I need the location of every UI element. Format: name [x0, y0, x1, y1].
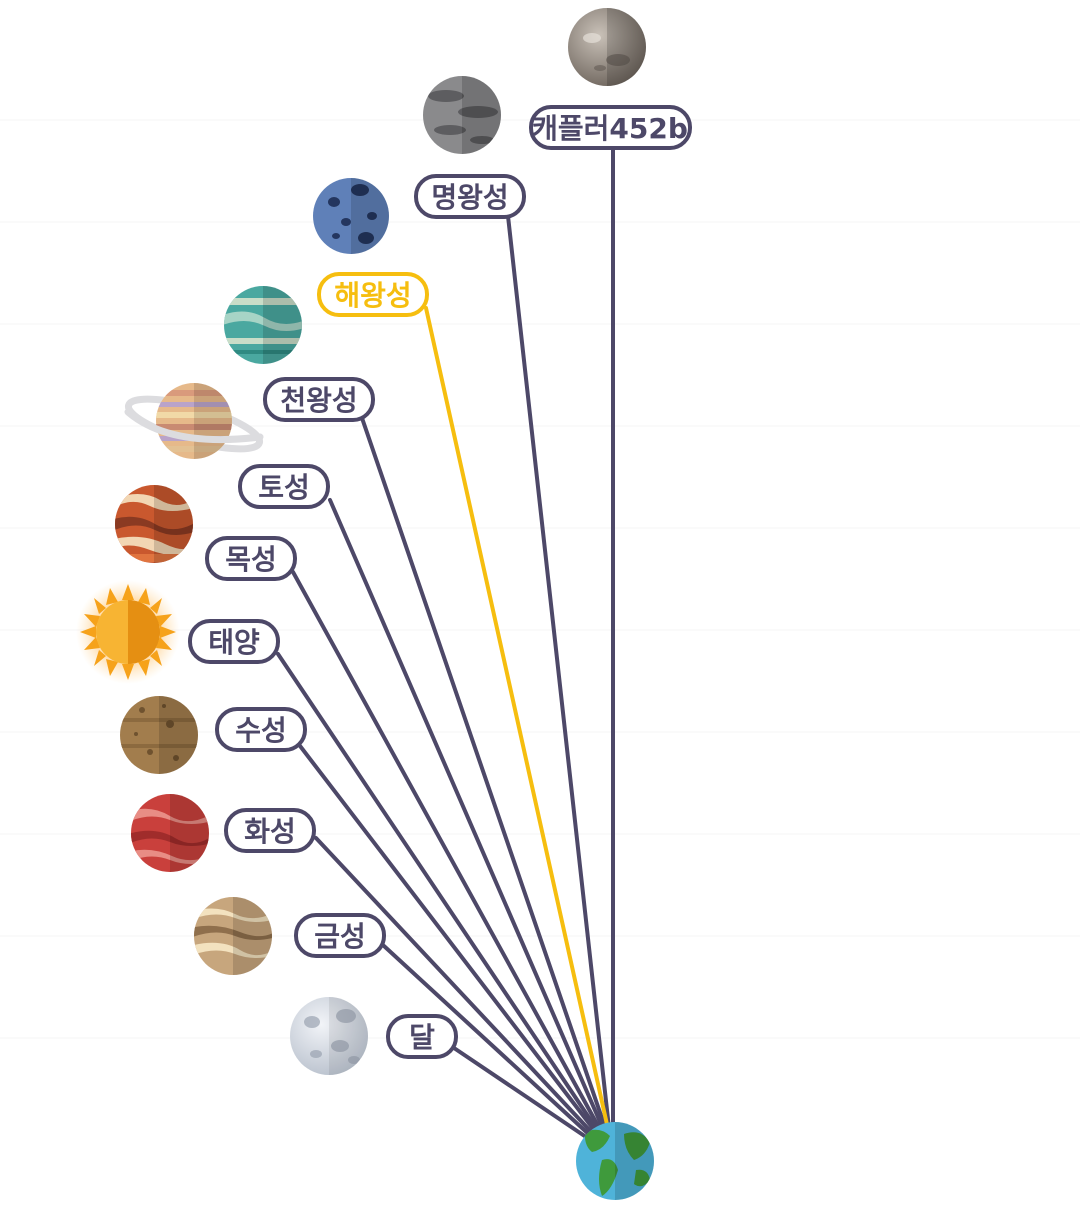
connector-sun — [276, 652, 602, 1136]
neptune-icon — [313, 178, 389, 254]
connector-saturn — [328, 498, 606, 1133]
connector-venus — [382, 944, 596, 1141]
kepler452b-icon — [568, 8, 646, 86]
connector-uranus — [360, 416, 608, 1132]
background-guides — [0, 119, 1080, 1039]
label-text-neptune: 해왕성 — [334, 279, 411, 312]
label-text-saturn: 토성 — [258, 471, 310, 504]
mars-icon — [131, 794, 209, 872]
label-sun: 태양 — [188, 619, 280, 664]
label-text-kepler: 캐플러452b — [532, 112, 688, 145]
label-text-pluto: 명왕성 — [431, 181, 508, 214]
uranus-icon — [224, 286, 302, 364]
connector-lines — [276, 146, 615, 1143]
connector-mercury — [295, 740, 600, 1137]
connector-mars — [314, 836, 598, 1139]
label-text-mars: 화성 — [244, 815, 296, 848]
label-text-jupiter: 목성 — [225, 543, 277, 576]
venus-icon — [194, 897, 272, 975]
label-uranus: 천왕성 — [263, 377, 375, 422]
label-text-venus: 금성 — [314, 920, 366, 953]
saturn-icon — [124, 383, 264, 459]
label-moon: 달 — [386, 1014, 458, 1059]
label-text-sun: 태양 — [208, 626, 260, 659]
label-mars: 화성 — [224, 808, 316, 853]
connector-pluto — [506, 214, 611, 1130]
label-pluto: 명왕성 — [414, 174, 526, 219]
connector-neptune — [424, 306, 610, 1131]
label-kepler: 캐플러452b — [529, 105, 692, 150]
mercury-icon — [120, 696, 198, 774]
jupiter-icon — [115, 485, 193, 563]
label-jupiter: 목성 — [205, 536, 297, 581]
label-text-uranus: 천왕성 — [280, 384, 357, 417]
connector-jupiter — [291, 570, 604, 1135]
connector-moon — [452, 1046, 594, 1143]
label-venus: 금성 — [294, 913, 386, 958]
pluto-icon — [423, 76, 501, 154]
label-text-mercury: 수성 — [235, 714, 287, 747]
label-text-moon: 달 — [409, 1021, 435, 1054]
label-mercury: 수성 — [215, 707, 307, 752]
moon-icon — [290, 997, 368, 1075]
label-neptune: 해왕성 — [317, 272, 429, 317]
sun-icon — [76, 580, 180, 684]
label-saturn: 토성 — [238, 464, 330, 509]
earth-icon — [576, 1122, 654, 1200]
